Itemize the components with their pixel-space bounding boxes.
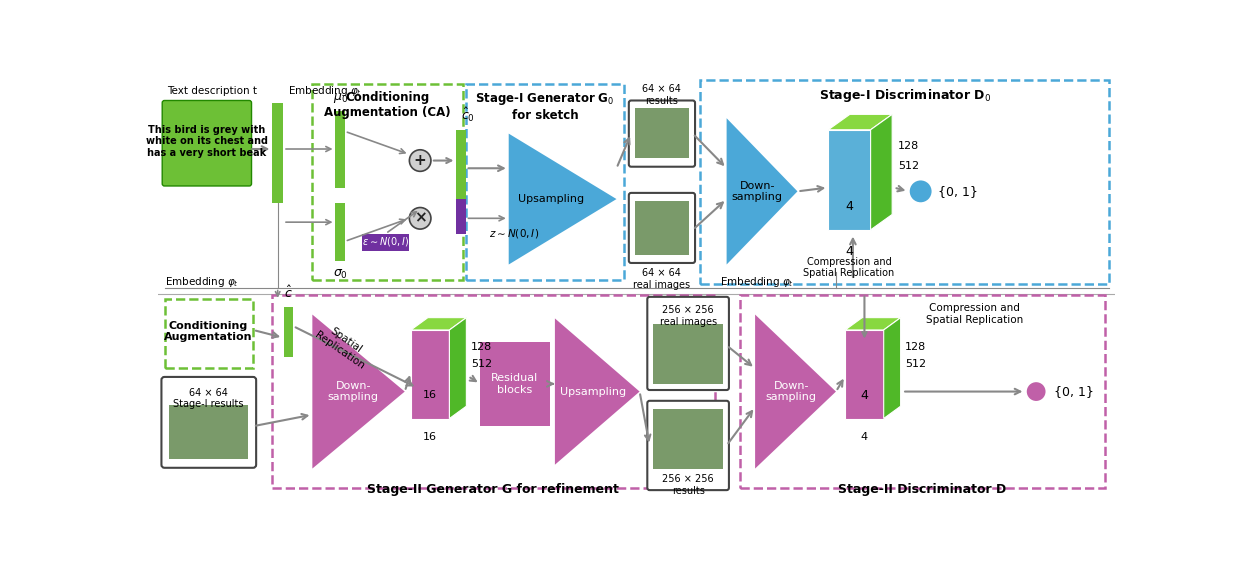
- Text: 512: 512: [905, 359, 927, 369]
- Text: +: +: [414, 153, 426, 168]
- FancyBboxPatch shape: [161, 377, 256, 468]
- Text: Stage-II Discriminator D: Stage-II Discriminator D: [838, 482, 1006, 495]
- Bar: [653, 410, 723, 469]
- Text: Compression and
Spatial Replication: Compression and Spatial Replication: [927, 303, 1023, 324]
- Text: 256 × 256
real images: 256 × 256 real images: [660, 306, 717, 327]
- Text: ×: ×: [414, 211, 426, 226]
- Text: 512: 512: [898, 161, 919, 170]
- Text: Down-
sampling: Down- sampling: [328, 381, 379, 402]
- Text: Compression and
Spatial Replication: Compression and Spatial Replication: [804, 257, 894, 278]
- Text: 4: 4: [845, 201, 853, 213]
- Polygon shape: [884, 318, 900, 419]
- Text: 64 × 64
Stage-I results: 64 × 64 Stage-I results: [173, 388, 243, 410]
- Text: 16: 16: [424, 390, 437, 400]
- Bar: [635, 108, 689, 158]
- Polygon shape: [411, 318, 466, 330]
- Text: $\varepsilon \sim N(0, I)$: $\varepsilon \sim N(0, I)$: [361, 235, 409, 248]
- Text: 256 × 256
results: 256 × 256 results: [662, 474, 714, 495]
- Bar: [363, 233, 409, 250]
- Text: 512: 512: [471, 359, 492, 369]
- Bar: [653, 324, 723, 384]
- Text: Embedding $\varphi_t$: Embedding $\varphi_t$: [720, 275, 795, 289]
- Text: Conditioning
Augmentation (CA): Conditioning Augmentation (CA): [324, 91, 451, 119]
- Text: Conditioning
Augmentation: Conditioning Augmentation: [164, 321, 252, 343]
- Text: $\sigma_0$: $\sigma_0$: [333, 268, 348, 282]
- Polygon shape: [450, 318, 466, 419]
- Polygon shape: [509, 133, 616, 265]
- Text: Upsampling: Upsampling: [560, 387, 626, 396]
- Text: Residual
blocks: Residual blocks: [492, 373, 539, 395]
- Bar: [700, 80, 1109, 284]
- Text: $\mu_0$: $\mu_0$: [333, 91, 348, 105]
- Text: Stage-I Generator G$_0$
for sketch: Stage-I Generator G$_0$ for sketch: [476, 91, 615, 122]
- Text: 64 × 64
real images: 64 × 64 real images: [633, 268, 691, 290]
- Text: 4: 4: [861, 432, 868, 442]
- Bar: [740, 295, 1105, 488]
- FancyBboxPatch shape: [647, 297, 729, 390]
- Text: 4: 4: [861, 389, 868, 402]
- FancyBboxPatch shape: [647, 401, 729, 490]
- Text: 128: 128: [905, 341, 927, 352]
- Text: 64 × 64
results: 64 × 64 results: [642, 84, 682, 106]
- FancyBboxPatch shape: [628, 193, 696, 263]
- Bar: [456, 130, 466, 215]
- Text: 4: 4: [845, 245, 853, 258]
- Text: Down-
sampling: Down- sampling: [732, 181, 782, 202]
- Bar: [456, 199, 466, 233]
- Bar: [272, 295, 715, 488]
- Text: {0, 1}: {0, 1}: [939, 185, 979, 198]
- Polygon shape: [312, 315, 405, 469]
- Bar: [828, 130, 871, 230]
- Text: Stage-II Generator G for refinement: Stage-II Generator G for refinement: [368, 482, 620, 495]
- Circle shape: [410, 207, 431, 229]
- Bar: [284, 307, 293, 357]
- Text: Spatial
Replication: Spatial Replication: [313, 320, 373, 371]
- Text: Embedding $\varphi_t$: Embedding $\varphi_t$: [164, 275, 238, 289]
- Circle shape: [1026, 381, 1047, 402]
- Polygon shape: [846, 318, 900, 330]
- Text: This bird is grey with
white on its chest and
has a very short beak: This bird is grey with white on its ches…: [145, 125, 268, 158]
- Bar: [312, 83, 462, 280]
- Polygon shape: [871, 114, 892, 230]
- Bar: [466, 83, 625, 280]
- Polygon shape: [555, 319, 640, 465]
- Polygon shape: [755, 315, 836, 469]
- Bar: [846, 330, 884, 419]
- Text: Text description t: Text description t: [168, 86, 257, 96]
- Text: 16: 16: [424, 432, 437, 442]
- Text: 128: 128: [898, 141, 919, 151]
- Bar: [169, 406, 248, 460]
- FancyBboxPatch shape: [628, 101, 696, 167]
- Text: Stage-I Discriminator D$_0$: Stage-I Discriminator D$_0$: [820, 87, 991, 105]
- Text: $\hat{c}_0$: $\hat{c}_0$: [461, 106, 474, 124]
- Bar: [164, 299, 253, 369]
- Polygon shape: [828, 114, 892, 130]
- Text: 128: 128: [471, 341, 492, 352]
- Bar: [635, 201, 689, 254]
- Bar: [411, 330, 450, 419]
- Text: Down-
sampling: Down- sampling: [766, 381, 817, 402]
- Bar: [481, 341, 549, 426]
- Circle shape: [410, 150, 431, 172]
- Bar: [335, 111, 345, 187]
- Text: Embedding $\varphi_t$: Embedding $\varphi_t$: [288, 84, 361, 98]
- Bar: [272, 103, 283, 203]
- Text: $z \sim N(0, I)$: $z \sim N(0, I)$: [489, 227, 539, 240]
- Text: Upsampling: Upsampling: [518, 194, 584, 204]
- Text: {0, 1}: {0, 1}: [1054, 385, 1094, 398]
- Polygon shape: [727, 118, 797, 265]
- Bar: [335, 203, 345, 261]
- Circle shape: [908, 179, 933, 204]
- FancyBboxPatch shape: [163, 101, 252, 186]
- Text: $\hat{c}$: $\hat{c}$: [284, 285, 293, 300]
